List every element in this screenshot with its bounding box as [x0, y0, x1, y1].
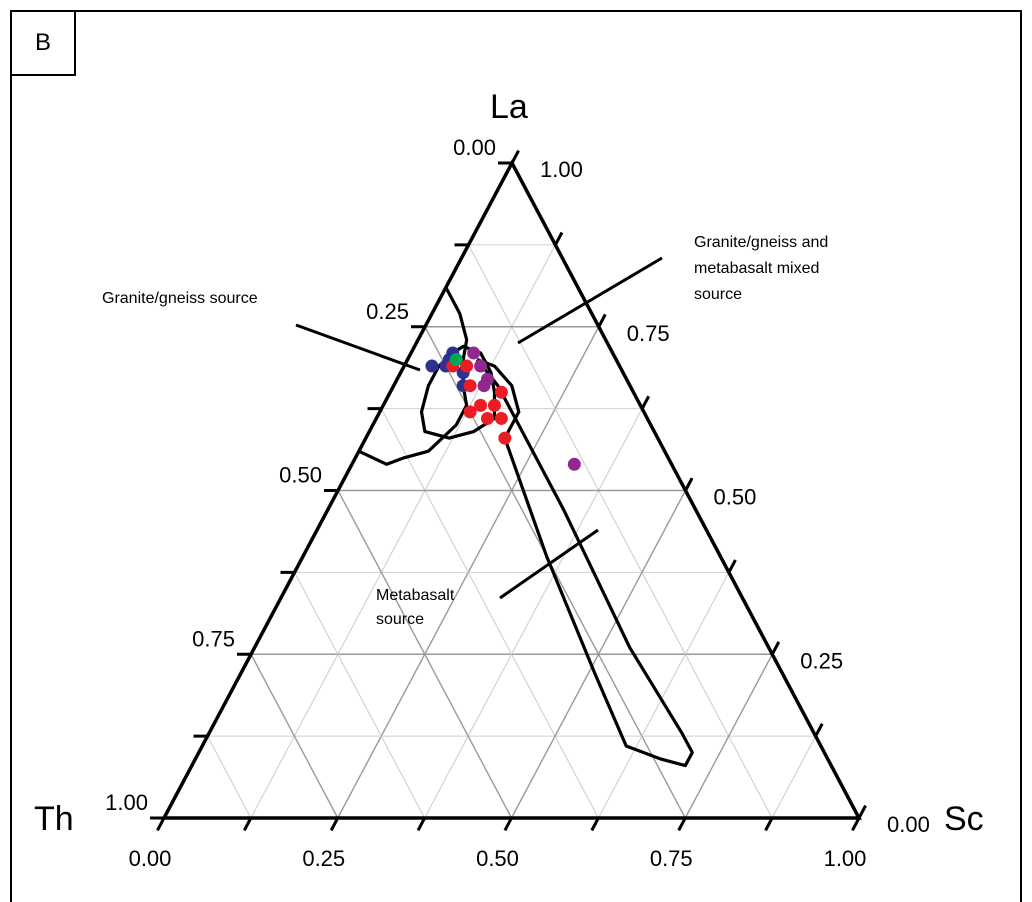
- grid-line: [207, 735, 252, 819]
- fields: [358, 286, 694, 768]
- grid: [207, 244, 817, 819]
- field-boundary-1: [419, 344, 497, 440]
- tick-mark: [597, 313, 607, 328]
- grid-line: [424, 408, 643, 819]
- data-point: [463, 379, 477, 393]
- data-point: [474, 359, 488, 373]
- right-axis-tick-label: 0.50: [714, 485, 757, 510]
- grid-line: [294, 572, 426, 819]
- data-point: [449, 353, 463, 366]
- tick-mark: [770, 641, 781, 655]
- left-axis-tick-label: 0.75: [192, 626, 235, 651]
- panel-label: B: [10, 10, 76, 76]
- vertex-label-top: La: [490, 88, 528, 126]
- tick-mark: [554, 231, 564, 246]
- leader-granite: [295, 323, 421, 372]
- tick-mark: [503, 817, 513, 832]
- right-axis-tick-label: 0.25: [800, 648, 843, 673]
- grid-line: [250, 653, 339, 819]
- left-axis-tick-label: 0.00: [453, 135, 496, 160]
- vertex-label-right: Sc: [944, 800, 984, 838]
- tick-mark: [329, 817, 340, 832]
- field-label-mixed: Granite/gneiss and metabasalt mixed source: [694, 234, 828, 303]
- grid-line: [250, 244, 556, 819]
- field-label-metabasalt: Metabasalt source: [376, 587, 455, 628]
- grid-line: [771, 735, 817, 819]
- data-point: [477, 379, 491, 393]
- left-axis-tick-label: 1.00: [105, 790, 148, 815]
- right-axis-tick-label: 0.00: [887, 812, 930, 837]
- tick-mark: [857, 804, 867, 819]
- tick-mark: [242, 817, 253, 832]
- leader-mixed: [517, 256, 663, 345]
- leader-metabasalt: [499, 528, 599, 600]
- data-point: [498, 431, 512, 445]
- grid-line: [468, 244, 773, 819]
- data-point: [567, 457, 581, 471]
- field-boundary-2: [475, 358, 694, 768]
- tick-mark: [684, 477, 694, 492]
- field-boundary-0: [358, 286, 469, 466]
- data-point: [480, 411, 494, 425]
- tick-mark: [764, 817, 774, 832]
- grid-line: [597, 572, 730, 819]
- data-point: [474, 398, 488, 412]
- tick-mark: [640, 395, 651, 410]
- tick-mark: [677, 817, 687, 832]
- bottom-axis-tick-label: 0.00: [129, 846, 172, 871]
- tick-mark: [510, 149, 520, 164]
- grid-line: [510, 490, 687, 819]
- tick-mark: [851, 817, 861, 832]
- right-axis-tick-label: 1.00: [540, 157, 583, 182]
- grid-line: [684, 653, 773, 819]
- figure-frame: [10, 10, 1022, 902]
- data-point: [494, 411, 508, 425]
- data-point: [487, 398, 501, 412]
- tick-mark: [416, 817, 426, 832]
- left-axis-tick-label: 0.50: [279, 463, 322, 488]
- data-point: [425, 359, 439, 373]
- data-point: [494, 385, 508, 399]
- data-points: [425, 346, 581, 471]
- bottom-axis-tick-label: 0.25: [302, 846, 345, 871]
- grid-line: [381, 408, 599, 819]
- bottom-axis-tick-label: 1.00: [824, 846, 867, 871]
- tick-mark: [814, 723, 824, 737]
- grid-line: [337, 490, 513, 819]
- ticks: 0.00 0.25 0.50 0.75 1.00 1.00 0.75 0.50 0.25 0.00…: [105, 135, 930, 871]
- data-point: [460, 359, 474, 373]
- bottom-axis-tick-label: 0.50: [476, 846, 519, 871]
- field-label-granite: Granite/gneiss source: [102, 290, 258, 307]
- data-point: [463, 405, 477, 419]
- left-axis-tick-label: 0.25: [366, 299, 409, 324]
- tick-mark: [727, 559, 737, 574]
- data-point: [467, 346, 481, 360]
- tick-mark: [590, 817, 600, 832]
- vertex-label-left: Th: [34, 800, 74, 838]
- bottom-axis-tick-label: 0.75: [650, 846, 693, 871]
- tick-mark: [156, 817, 166, 832]
- right-axis-tick-label: 0.75: [627, 321, 670, 346]
